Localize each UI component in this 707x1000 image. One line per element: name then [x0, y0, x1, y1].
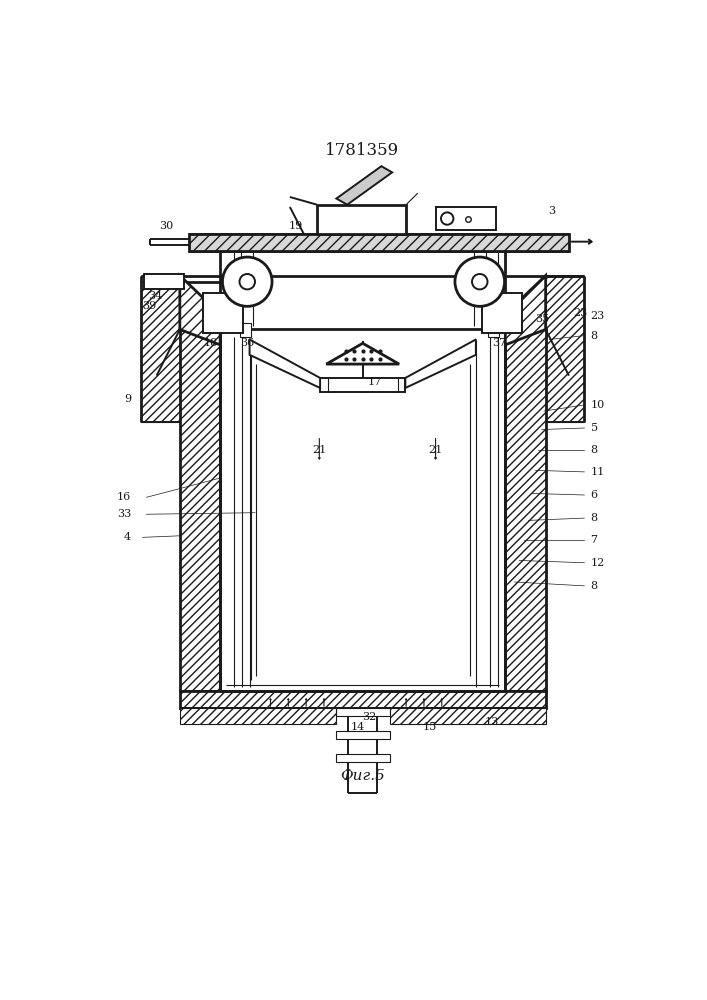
Text: 12: 12: [590, 558, 604, 568]
Polygon shape: [180, 329, 220, 691]
Text: 39: 39: [142, 301, 156, 311]
Bar: [203, 293, 243, 333]
Bar: [336, 708, 390, 716]
Polygon shape: [506, 276, 546, 345]
Text: 15: 15: [422, 722, 436, 732]
Text: 4: 4: [124, 532, 131, 542]
Text: 8: 8: [590, 331, 597, 341]
Bar: [436, 207, 496, 230]
Text: 3: 3: [548, 206, 556, 216]
Text: 9: 9: [124, 394, 131, 404]
Bar: [240, 323, 251, 337]
Bar: [336, 754, 390, 762]
Polygon shape: [506, 329, 546, 691]
Polygon shape: [180, 691, 546, 708]
Text: 37: 37: [492, 338, 506, 348]
Polygon shape: [180, 276, 220, 345]
Text: 30: 30: [159, 221, 173, 231]
Polygon shape: [180, 708, 336, 724]
Bar: [489, 323, 499, 337]
Polygon shape: [390, 708, 546, 724]
Text: 21: 21: [428, 445, 443, 455]
Polygon shape: [250, 339, 320, 388]
Bar: [482, 293, 522, 333]
Text: 16: 16: [117, 492, 131, 502]
Bar: [317, 205, 406, 234]
Polygon shape: [405, 339, 476, 388]
Text: 11: 11: [590, 467, 604, 477]
Text: 8: 8: [590, 513, 597, 523]
Polygon shape: [546, 276, 585, 422]
Circle shape: [455, 257, 505, 306]
Text: 8: 8: [590, 581, 597, 591]
Bar: [144, 274, 185, 289]
Text: 5: 5: [590, 423, 597, 433]
Text: 19: 19: [289, 221, 303, 231]
Text: 7: 7: [590, 535, 597, 545]
Text: 6: 6: [590, 490, 597, 500]
Circle shape: [240, 274, 255, 289]
Bar: [336, 731, 390, 739]
Text: 36: 36: [240, 338, 255, 348]
Text: 8: 8: [590, 445, 597, 455]
Polygon shape: [327, 343, 399, 364]
Text: 38: 38: [243, 286, 257, 296]
Text: 14: 14: [351, 722, 366, 732]
Circle shape: [441, 212, 453, 225]
Text: 1781359: 1781359: [325, 142, 399, 159]
Circle shape: [472, 274, 488, 289]
Circle shape: [223, 257, 272, 306]
Text: Фиг.5: Фиг.5: [340, 769, 385, 783]
Text: 21: 21: [312, 445, 327, 455]
Bar: [320, 378, 405, 392]
Text: 13: 13: [484, 717, 498, 727]
Text: 18: 18: [204, 338, 218, 348]
Text: 35: 35: [534, 314, 549, 324]
Text: 32: 32: [362, 712, 376, 722]
Polygon shape: [337, 166, 392, 205]
Text: 17: 17: [368, 377, 382, 387]
Text: 33: 33: [117, 509, 131, 519]
Polygon shape: [141, 276, 180, 422]
Text: 20: 20: [374, 210, 388, 220]
Text: 23: 23: [573, 308, 588, 318]
Text: 34: 34: [148, 291, 163, 301]
Text: 10: 10: [590, 400, 604, 410]
Text: 23: 23: [590, 311, 604, 321]
Polygon shape: [189, 234, 569, 251]
